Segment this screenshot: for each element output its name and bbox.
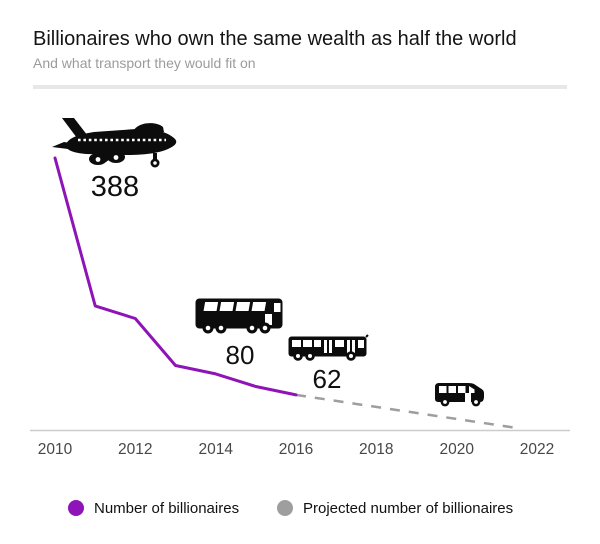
minibus-icon	[435, 383, 484, 407]
legend-dot-purple-icon	[68, 500, 84, 516]
x-tick-label: 2016	[279, 441, 313, 458]
x-tick-label: 2020	[439, 441, 474, 458]
x-tick-label: 2010	[38, 441, 73, 458]
billionaires-line	[53, 156, 298, 397]
value-label-388: 388	[91, 171, 139, 203]
header-divider	[33, 85, 567, 89]
page-subtitle: And what transport they would fit on	[33, 55, 256, 71]
x-tick-label: 2022	[520, 441, 554, 458]
page-title: Billionaires who own the same wealth as …	[33, 28, 517, 50]
x-tick-label: 2014	[198, 441, 233, 458]
value-label-62: 62	[313, 364, 342, 394]
double-decker-coach-icon	[195, 298, 283, 334]
legend-label-projected: Projected number of billionaires	[303, 499, 514, 517]
legend-dot-gray-icon	[277, 500, 293, 516]
city-bus-icon	[288, 334, 369, 361]
legend-item-actual: Number of billionaires	[68, 497, 239, 519]
chart-legend: Number of billionaires Projected number …	[0, 497, 600, 521]
legend-label-actual: Number of billionaires	[94, 499, 240, 517]
chart-canvas: 2010 2012 2014 2016 2018 2020 2022 388	[30, 118, 570, 458]
value-label-80: 80	[226, 340, 255, 370]
legend-item-projected: Projected number of billionaires	[277, 497, 513, 519]
x-tick-label: 2012	[118, 441, 152, 458]
jumbo-jet-icon	[52, 118, 177, 168]
x-tick-label: 2018	[359, 441, 393, 458]
x-axis-ticks: 2010 2012 2014 2016 2018 2020 2022	[38, 441, 554, 458]
projected-billionaires-line	[295, 393, 522, 430]
